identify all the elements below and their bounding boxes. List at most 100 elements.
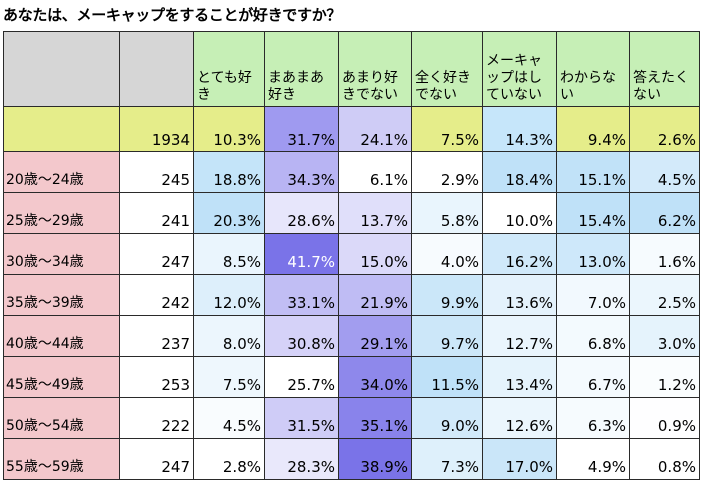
value-cell: 1.6%	[629, 233, 700, 275]
table-row: 30歳～34歳 247 8.5% 41.7% 15.0% 4.0% 16.2% 13.0% 1.…	[3, 233, 700, 275]
column-header: まあまあ好き	[264, 31, 339, 107]
column-header: 全く好きでない	[411, 31, 483, 107]
value-cell: 7.0%	[556, 274, 630, 316]
age-group-label: 40歳～44歳	[3, 315, 120, 357]
value-cell: 4.9%	[556, 438, 630, 480]
sample-size-cell: 247	[119, 438, 194, 480]
value-cell: 0.8%	[629, 438, 700, 480]
age-group-label: 35歳～39歳	[3, 274, 120, 316]
total-label-cell	[3, 106, 120, 152]
value-cell: 4.5%	[193, 397, 265, 439]
table-row: 45歳～49歳 253 7.5% 25.7% 34.0% 11.5% 13.4% 6.7% 1.…	[3, 356, 700, 398]
header-n-cell	[119, 31, 194, 107]
value-cell: 6.8%	[556, 315, 630, 357]
value-cell: 15.0%	[338, 233, 412, 275]
value-cell: 18.4%	[482, 151, 557, 193]
table-body: とても好き まあまあ好き あまり好きでない 全く好きでない メーキャップはしてい…	[3, 31, 700, 480]
value-cell: 17.0%	[482, 438, 557, 480]
value-cell: 20.3%	[193, 192, 265, 234]
value-cell: 2.6%	[629, 106, 700, 152]
table-row: 55歳～59歳 247 2.8% 28.3% 38.9% 7.3% 17.0% 4.9% 0.8…	[3, 438, 700, 480]
value-cell: 4.0%	[411, 233, 483, 275]
value-cell: 3.0%	[629, 315, 700, 357]
value-cell: 4.5%	[629, 151, 700, 193]
sample-size-cell: 245	[119, 151, 194, 193]
sample-size-cell: 242	[119, 274, 194, 316]
value-cell: 8.5%	[193, 233, 265, 275]
column-header: とても好き	[193, 31, 265, 107]
value-cell: 24.1%	[338, 106, 412, 152]
value-cell: 13.6%	[482, 274, 557, 316]
table-row: 40歳～44歳 237 8.0% 30.8% 29.1% 9.7% 12.7% 6.8% 3.0…	[3, 315, 700, 357]
value-cell: 38.9%	[338, 438, 412, 480]
value-cell: 6.3%	[556, 397, 630, 439]
value-cell: 28.3%	[264, 438, 339, 480]
value-cell: 8.0%	[193, 315, 265, 357]
value-cell: 30.8%	[264, 315, 339, 357]
value-cell: 13.7%	[338, 192, 412, 234]
value-cell: 7.5%	[411, 106, 483, 152]
sample-size-cell: 253	[119, 356, 194, 398]
header-row: とても好き まあまあ好き あまり好きでない 全く好きでない メーキャップはしてい…	[3, 31, 700, 107]
value-cell: 35.1%	[338, 397, 412, 439]
value-cell: 21.9%	[338, 274, 412, 316]
value-cell: 2.8%	[193, 438, 265, 480]
column-header: メーキャップはしていない	[482, 31, 557, 107]
value-cell: 31.5%	[264, 397, 339, 439]
value-cell: 11.5%	[411, 356, 483, 398]
value-cell: 7.3%	[411, 438, 483, 480]
age-group-label: 55歳～59歳	[3, 438, 120, 480]
sample-size-cell: 247	[119, 233, 194, 275]
value-cell: 12.0%	[193, 274, 265, 316]
value-cell: 13.4%	[482, 356, 557, 398]
age-group-label: 50歳～54歳	[3, 397, 120, 439]
age-group-label: 25歳～29歳	[3, 192, 120, 234]
total-row: 1934 10.3% 31.7% 24.1% 7.5% 14.3% 9.4% 2.6%	[3, 106, 700, 152]
table-row: 50歳～54歳 222 4.5% 31.5% 35.1% 9.0% 12.6% 6.3% 0.9…	[3, 397, 700, 439]
value-cell: 6.2%	[629, 192, 700, 234]
sample-size-cell: 241	[119, 192, 194, 234]
value-cell: 14.3%	[482, 106, 557, 152]
age-group-label: 20歳～24歳	[3, 151, 120, 193]
table-row: 20歳～24歳 245 18.8% 34.3% 6.1% 2.9% 18.4% 15.1% 4.…	[3, 151, 700, 193]
value-cell: 2.5%	[629, 274, 700, 316]
value-cell: 9.4%	[556, 106, 630, 152]
value-cell: 1.2%	[629, 356, 700, 398]
value-cell: 9.7%	[411, 315, 483, 357]
value-cell: 33.1%	[264, 274, 339, 316]
value-cell: 34.3%	[264, 151, 339, 193]
value-cell: 9.0%	[411, 397, 483, 439]
page-title: あなたは、メーキャップをすることが好きですか？	[3, 6, 342, 24]
value-cell: 0.9%	[629, 397, 700, 439]
value-cell: 16.2%	[482, 233, 557, 275]
value-cell: 13.0%	[556, 233, 630, 275]
header-corner-cell	[3, 31, 120, 107]
column-header: 答えたくない	[629, 31, 700, 107]
age-group-label: 45歳～49歳	[3, 356, 120, 398]
table-row: 25歳～29歳 241 20.3% 28.6% 13.7% 5.8% 10.0% 15.4% 6…	[3, 192, 700, 234]
value-cell: 28.6%	[264, 192, 339, 234]
value-cell: 2.9%	[411, 151, 483, 193]
column-header: あまり好きでない	[338, 31, 412, 107]
sample-size-cell: 1934	[119, 106, 194, 152]
value-cell: 31.7%	[264, 106, 339, 152]
survey-table: とても好き まあまあ好き あまり好きでない 全く好きでない メーキャップはしてい…	[3, 31, 700, 480]
sample-size-cell: 237	[119, 315, 194, 357]
value-cell: 29.1%	[338, 315, 412, 357]
value-cell: 6.1%	[338, 151, 412, 193]
value-cell: 18.8%	[193, 151, 265, 193]
sample-size-cell: 222	[119, 397, 194, 439]
column-header: わからない	[556, 31, 630, 107]
table-row: 35歳～39歳 242 12.0% 33.1% 21.9% 9.9% 13.6% 7.0% 2.…	[3, 274, 700, 316]
value-cell: 10.3%	[193, 106, 265, 152]
value-cell: 5.8%	[411, 192, 483, 234]
value-cell: 15.1%	[556, 151, 630, 193]
value-cell: 7.5%	[193, 356, 265, 398]
value-cell: 9.9%	[411, 274, 483, 316]
value-cell: 12.6%	[482, 397, 557, 439]
value-cell: 25.7%	[264, 356, 339, 398]
value-cell: 41.7%	[264, 233, 339, 275]
value-cell: 34.0%	[338, 356, 412, 398]
age-group-label: 30歳～34歳	[3, 233, 120, 275]
value-cell: 10.0%	[482, 192, 557, 234]
